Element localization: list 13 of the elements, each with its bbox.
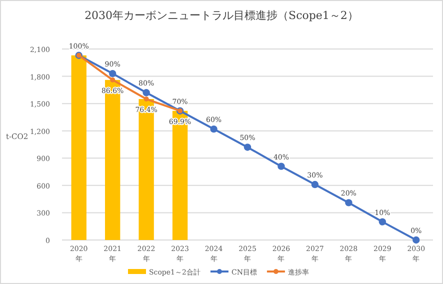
point [142,89,150,96]
point [278,162,285,170]
point [378,218,386,226]
point [412,236,420,244]
point [244,144,252,151]
point [108,70,116,78]
point [210,125,218,133]
point [345,199,352,206]
chart-title: 2030年カーボンニュートラル目標進捗（Scope1～2） [84,9,358,22]
point [144,96,149,102]
point [110,77,116,82]
point [311,180,319,188]
bar [71,55,86,240]
